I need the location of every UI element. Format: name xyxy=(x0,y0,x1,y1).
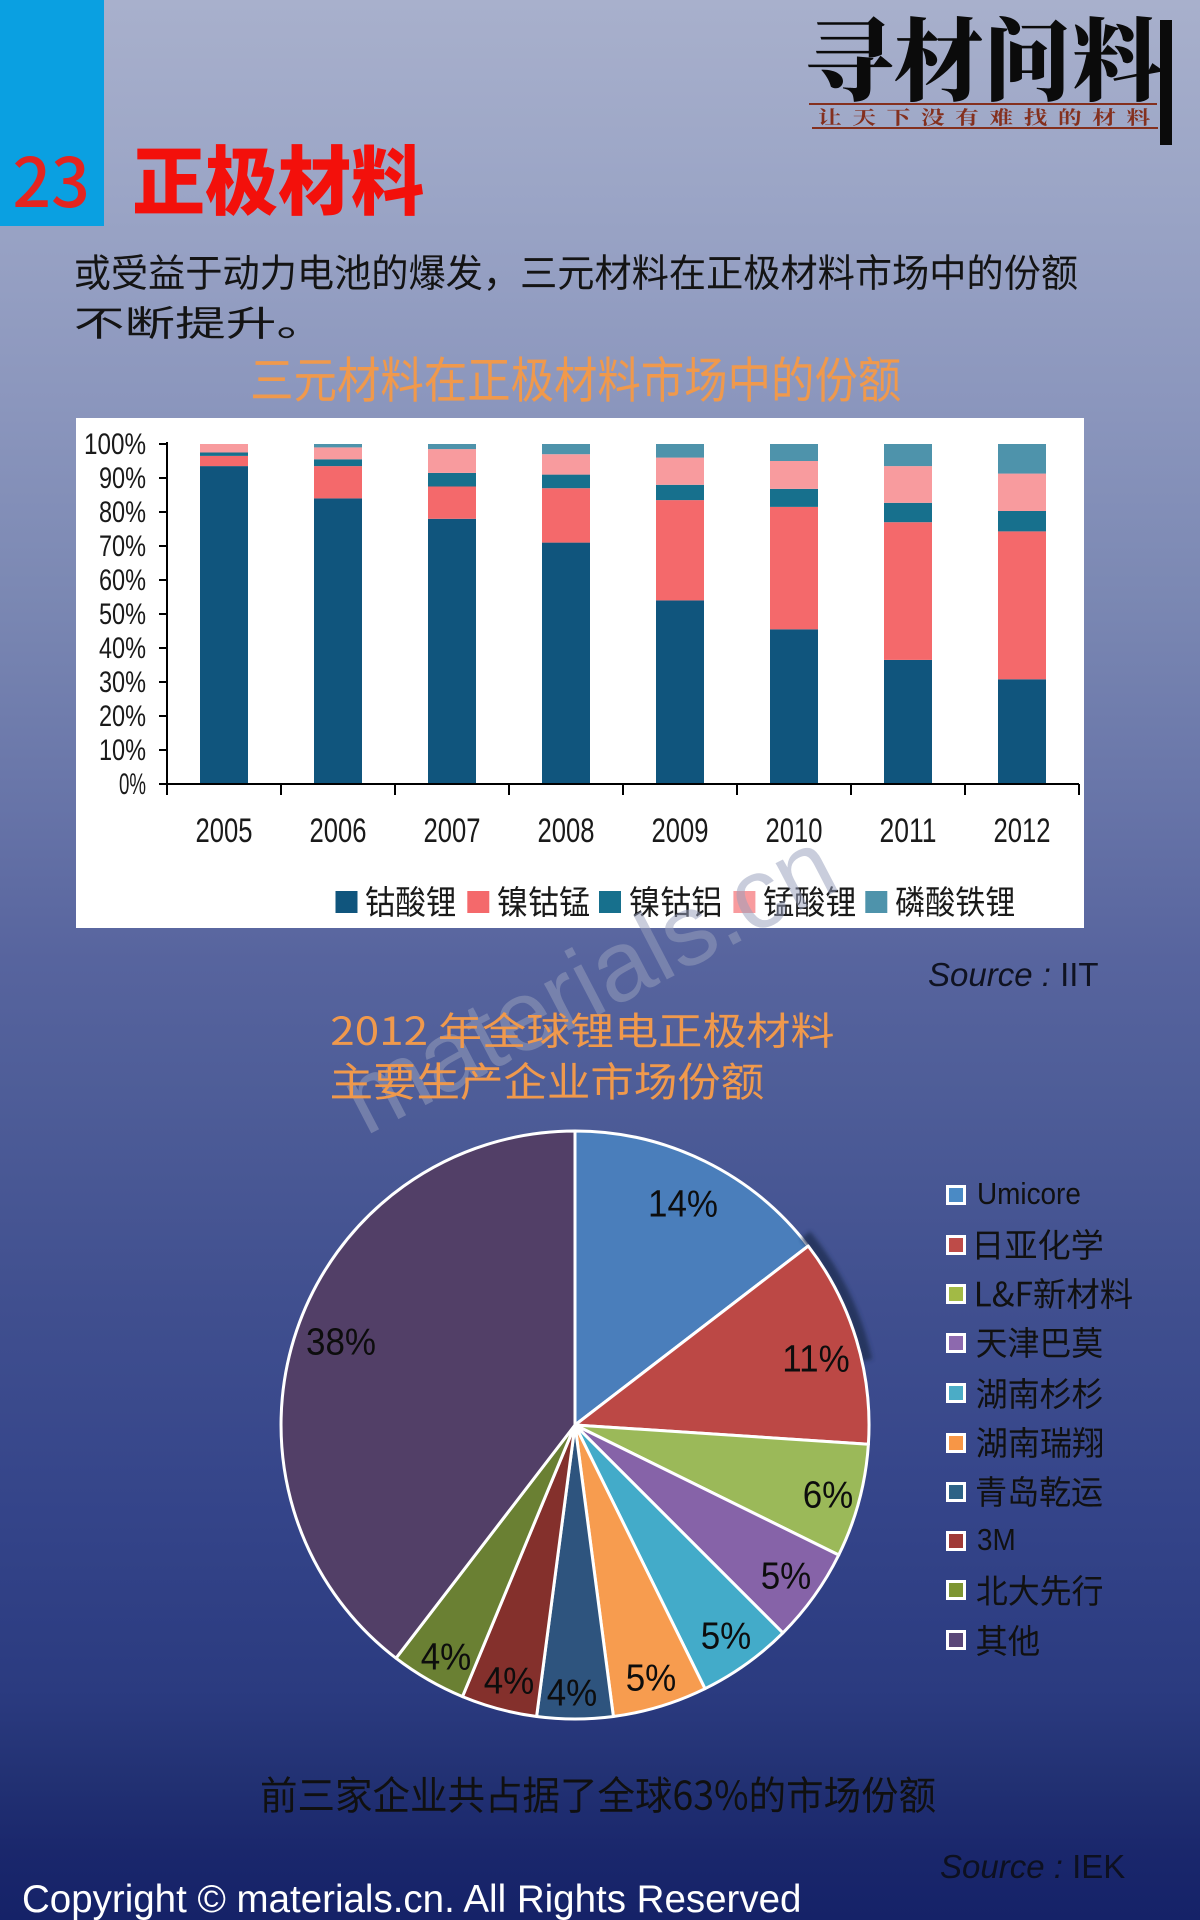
svg-text:40%: 40% xyxy=(99,632,146,665)
svg-text:50%: 50% xyxy=(99,598,146,631)
svg-text:80%: 80% xyxy=(99,496,146,529)
svg-text:2006: 2006 xyxy=(310,812,367,850)
svg-text:2008: 2008 xyxy=(538,812,595,850)
svg-text:2009: 2009 xyxy=(652,812,709,850)
svg-text:10%: 10% xyxy=(99,734,146,767)
svg-text:2010: 2010 xyxy=(766,812,823,850)
svg-text:20%: 20% xyxy=(99,700,146,733)
svg-text:100%: 100% xyxy=(84,428,146,461)
svg-text:2011: 2011 xyxy=(880,812,937,850)
svg-text:90%: 90% xyxy=(99,462,146,495)
svg-text:2007: 2007 xyxy=(424,812,481,850)
svg-text:60%: 60% xyxy=(99,564,146,597)
svg-text:2005: 2005 xyxy=(196,812,253,850)
svg-text:70%: 70% xyxy=(99,530,146,563)
svg-text:0%: 0% xyxy=(119,768,146,801)
svg-text:30%: 30% xyxy=(99,666,146,699)
svg-text:2012: 2012 xyxy=(994,812,1051,850)
